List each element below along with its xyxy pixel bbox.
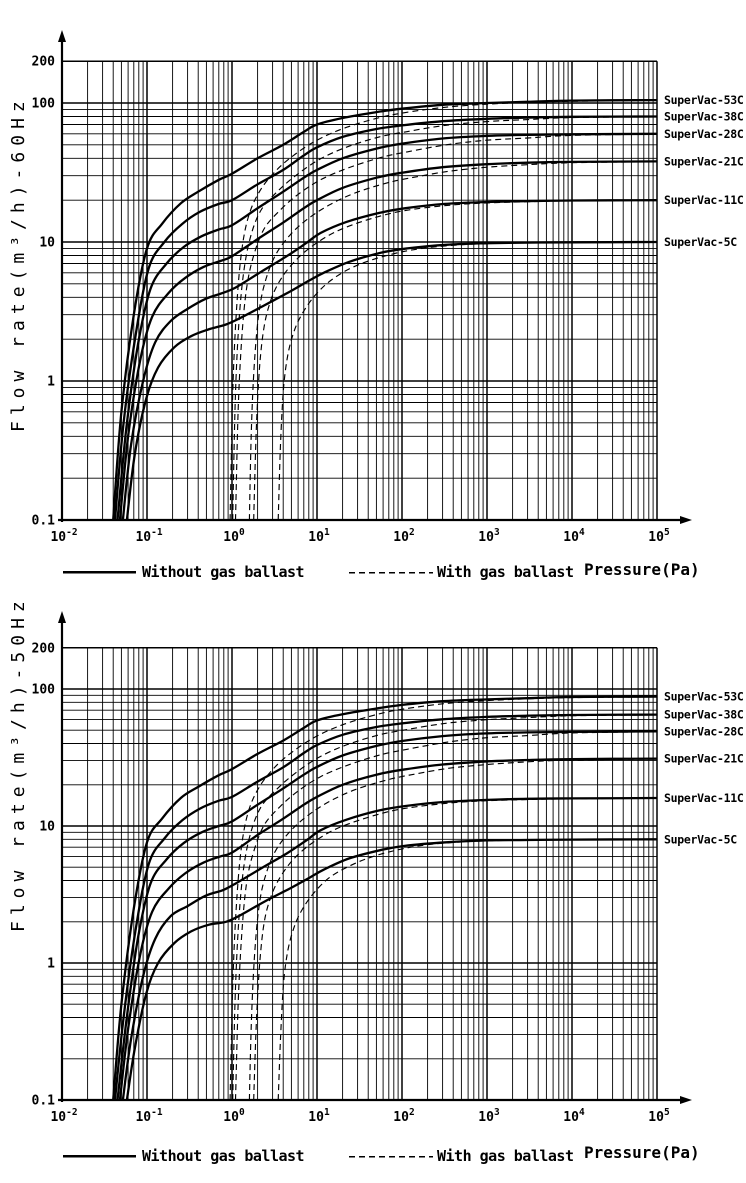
curve-supervac-21c-without-gas-ballast	[118, 160, 658, 521]
y-tick-label: 200	[32, 641, 56, 656]
y-tick-label: 10	[39, 820, 55, 835]
legend-without-gas-ballast-label: Without gas ballast	[142, 563, 305, 581]
curve-supervac-38c-without-gas-ballast	[113, 713, 658, 1101]
y-tick-label: 100	[32, 683, 56, 698]
legend-dashed-line-sample	[349, 1155, 433, 1158]
series-label-supervac-21c: SuperVac-21C	[664, 752, 744, 766]
series-label-supervac-28c: SuperVac-28C	[664, 724, 744, 738]
legend-with-gas-ballast-label: With gas ballast	[437, 1147, 574, 1165]
curve-supervac-38c-with-gas-ballast	[232, 714, 658, 1101]
curve-supervac-11c-without-gas-ballast	[121, 199, 658, 521]
x-tick-label: 102	[393, 1107, 414, 1125]
y-tick-label: 1	[47, 375, 55, 390]
x-tick-label: 103	[478, 527, 500, 545]
series-label-supervac-28c: SuperVac-28C	[664, 127, 744, 141]
x-tick-label: 104	[563, 1107, 585, 1125]
series-label-supervac-53c: SuperVac-53C	[664, 93, 744, 107]
curve-supervac-28c-without-gas-ballast	[116, 132, 658, 521]
grid-minor-lines	[62, 61, 657, 520]
series-label-supervac-5c: SuperVac-5C	[664, 832, 737, 846]
curve-supervac-21c-with-gas-ballast	[248, 758, 658, 1101]
x-tick-label: 105	[648, 527, 670, 545]
y-tick-label: 200	[32, 55, 56, 70]
curve-supervac-5c-with-gas-ballast	[277, 241, 658, 521]
legend-solid-line-sample	[63, 571, 136, 574]
x-tick-label: 10-2	[50, 1107, 77, 1125]
x-tick-label: 100	[223, 527, 245, 545]
series-label-supervac-21c: SuperVac-21C	[664, 154, 744, 168]
x-tick-label: 105	[648, 1107, 670, 1125]
axis-lines	[58, 39, 684, 522]
curve-supervac-5c-with-gas-ballast	[277, 838, 658, 1101]
legend-solid-line-sample	[63, 1155, 136, 1158]
axis-lines	[58, 620, 684, 1102]
curve-supervac-28c-with-gas-ballast	[234, 133, 658, 521]
x-tick-label: 101	[308, 527, 330, 545]
x-axis-title-60hz: Pressure(Pa)	[584, 560, 700, 579]
x-tick-label: 103	[478, 1107, 500, 1125]
y-tick-label: 0.1	[32, 1094, 56, 1109]
curve-supervac-38c-without-gas-ballast	[113, 115, 658, 521]
x-tick-label: 10-1	[135, 1107, 162, 1125]
y-axis-title-50hz: Flow rate(m³/h)-50Hz	[8, 595, 29, 932]
curve-supervac-53c-with-gas-ballast	[229, 99, 658, 521]
x-tick-label: 100	[223, 1107, 245, 1125]
series-label-supervac-38c: SuperVac-38C	[664, 109, 744, 123]
series-label-supervac-11c: SuperVac-11C	[664, 791, 744, 805]
x-tick-label: 104	[563, 527, 585, 545]
curve-supervac-53c-without-gas-ballast	[112, 98, 658, 521]
y-tick-label: 100	[32, 97, 56, 112]
y-tick-label: 0.1	[32, 514, 56, 529]
series-label-supervac-5c: SuperVac-5C	[664, 235, 737, 249]
series-label-supervac-38c: SuperVac-38C	[664, 708, 744, 722]
series-label-supervac-53c: SuperVac-53C	[664, 690, 744, 704]
x-axis-title-50hz: Pressure(Pa)	[584, 1143, 700, 1162]
axis-arrow-icon	[58, 611, 692, 1104]
series-label-supervac-11c: SuperVac-11C	[664, 193, 744, 207]
curve-supervac-5c-without-gas-ballast	[125, 838, 658, 1101]
y-tick-label: 1	[47, 957, 55, 972]
curve-supervac-11c-with-gas-ballast	[253, 199, 658, 521]
curve-supervac-11c-without-gas-ballast	[121, 796, 658, 1101]
curve-supervac-38c-with-gas-ballast	[232, 116, 658, 521]
axis-arrow-icon	[58, 30, 692, 524]
curve-supervac-28c-with-gas-ballast	[234, 731, 658, 1101]
curve-supervac-21c-without-gas-ballast	[118, 757, 658, 1101]
legend-dashed-line-sample	[349, 571, 433, 574]
legend-without-gas-ballast-label: Without gas ballast	[142, 1147, 305, 1165]
legend-with-gas-ballast-label: With gas ballast	[437, 563, 574, 581]
curve-supervac-53c-with-gas-ballast	[229, 696, 658, 1101]
x-tick-label: 10-1	[135, 527, 162, 545]
curve-supervac-53c-without-gas-ballast	[112, 695, 658, 1101]
x-tick-label: 101	[308, 1107, 330, 1125]
x-tick-label: 10-2	[50, 527, 77, 545]
curve-supervac-21c-with-gas-ballast	[248, 161, 658, 521]
y-axis-title-60hz: Flow rate(m³/h)-60Hz	[8, 95, 29, 432]
y-tick-label: 10	[39, 236, 55, 251]
grid-minor-lines	[62, 647, 657, 1100]
x-tick-label: 102	[393, 527, 414, 545]
curve-supervac-28c-without-gas-ballast	[116, 730, 658, 1101]
curve-supervac-11c-with-gas-ballast	[253, 797, 658, 1101]
